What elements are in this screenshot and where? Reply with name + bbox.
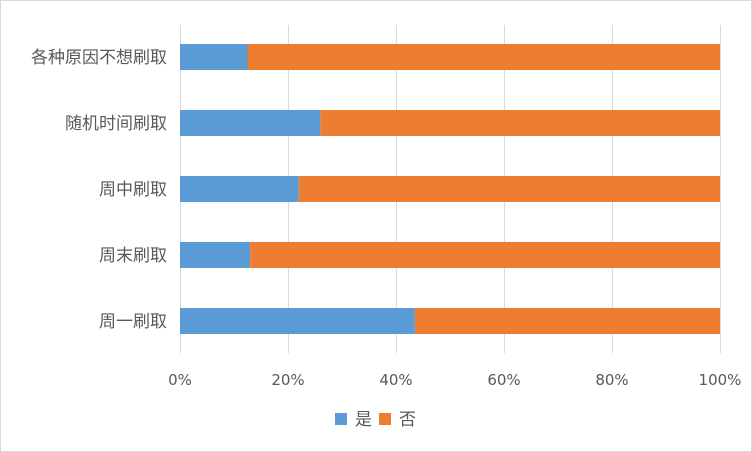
bar-yes [180,176,299,202]
bars [180,44,720,334]
category-labels: 周一刷取 周末刷取 周中刷取 随机时间刷取 各种原因不想刷取 [31,48,167,332]
bar-no [298,176,720,202]
category-label: 周末刷取 [99,246,167,266]
category-label: 周中刷取 [99,180,167,200]
bar-yes [180,110,321,136]
bar-no [250,242,720,268]
category-label: 各种原因不想刷取 [31,48,167,68]
x-tick-label: 100% [699,371,742,389]
x-tick-label: 0% [168,371,192,389]
bar-yes [180,242,251,268]
category-label: 周一刷取 [99,312,167,332]
category-label: 随机时间刷取 [65,114,167,134]
bar-yes [180,44,248,70]
x-tick-label: 80% [595,371,628,389]
bar-no [320,110,720,136]
legend-swatch [379,413,391,425]
legend-swatch [335,413,347,425]
x-tick-label: 60% [487,371,520,389]
legend-label: 否 [399,410,416,430]
x-tick-label: 40% [379,371,412,389]
legend-label: 是 [355,410,372,430]
bar-yes [180,308,415,334]
x-tick-label: 20% [271,371,304,389]
x-tick-labels: 0% 20% 40% 60% 80% 100% [168,371,741,389]
bar-no [414,308,720,334]
legend: 是否 [335,410,416,430]
bar-no [247,44,720,70]
